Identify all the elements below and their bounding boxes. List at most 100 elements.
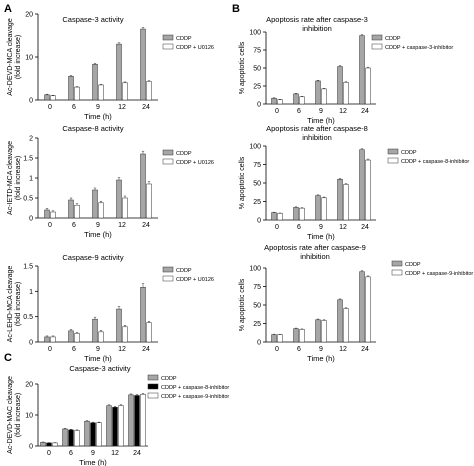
x-tick-label: 24: [142, 104, 150, 111]
x-tick-label: 6: [72, 346, 76, 353]
bar: [365, 67, 371, 105]
y-tick-label: 1: [29, 176, 33, 183]
x-tick-label: 0: [48, 222, 52, 229]
bar: [299, 329, 305, 343]
y-tick-label: 0: [29, 340, 33, 347]
bar: [134, 395, 140, 447]
bar: [68, 429, 74, 447]
x-tick-label: 0: [275, 108, 279, 115]
chart-b2: Apoptosis rate after caspase-8inhibition…: [239, 124, 469, 241]
legend-swatch: [371, 43, 383, 50]
panel-letter-c: C: [4, 352, 12, 364]
bar: [293, 328, 299, 343]
bar: [315, 319, 321, 343]
bar: [299, 96, 305, 105]
y-tick-label: 25: [253, 84, 261, 91]
bar: [44, 94, 50, 101]
bar: [293, 207, 299, 221]
legend-swatch: [147, 392, 159, 399]
bar: [140, 393, 146, 447]
x-tick-label: 24: [361, 224, 369, 231]
chart-title: inhibition: [302, 133, 332, 142]
bar: [365, 159, 371, 221]
x-tick-label: 12: [339, 346, 347, 353]
chart-title: Caspase-9 activity: [62, 253, 124, 262]
chart-a3: Caspase-9 activity 0 0.5 1 1.5 Ac-LEHD-MCA cl…: [7, 253, 214, 363]
chart-title: Apoptosis rate after caspase-3: [266, 15, 368, 24]
y-tick-label: 0: [29, 444, 33, 451]
chart-a1: Caspase-3 activity 0 10 20 Ac-DEVD-MCA cleav…: [7, 12, 214, 122]
bar: [277, 99, 283, 105]
legend-swatch: [147, 374, 159, 381]
chart-b3: Apoptosis rate after caspase-9inhibition…: [239, 243, 473, 363]
bar: [118, 405, 124, 447]
x-tick-label: 9: [319, 346, 323, 353]
x-tick-label: 9: [319, 224, 323, 231]
y-tick-label: 1.5: [23, 156, 33, 163]
y-tick-label: 50: [253, 303, 261, 310]
y-tick-label: 20: [25, 12, 33, 19]
bar: [343, 184, 349, 221]
legend-label: CDDP: [401, 150, 417, 156]
y-tick-label: 0.5: [23, 314, 33, 321]
bar: [321, 88, 327, 105]
x-tick-label: 0: [47, 450, 51, 457]
bar: [74, 430, 80, 447]
x-tick-label: 9: [96, 222, 100, 229]
bar: [50, 336, 56, 343]
bar: [359, 271, 365, 343]
legend-swatch: [162, 275, 174, 282]
bar: [112, 407, 118, 447]
legend-label: CDDP: [176, 268, 192, 274]
y-tick-label: 0: [257, 218, 261, 225]
bar: [146, 322, 152, 343]
legend-label: CDDP + U0126: [176, 277, 214, 283]
x-axis-label: Time (h): [307, 232, 335, 241]
y-tick-label: 25: [253, 199, 261, 206]
x-tick-label: 12: [118, 104, 126, 111]
legend-swatch: [391, 269, 403, 276]
legend-label: CDDP + caspase-8-inhibitor: [161, 385, 229, 391]
bar: [92, 64, 98, 101]
legend-swatch: [387, 157, 399, 164]
bar: [98, 202, 104, 219]
bar: [277, 334, 283, 343]
bar: [90, 422, 96, 447]
legend-label: CDDP + caspase-3-inhibitor: [385, 45, 453, 51]
bar: [68, 76, 74, 101]
y-tick-label: 75: [253, 284, 261, 291]
legend-label: CDDP: [405, 262, 421, 268]
y-tick-label: 1: [29, 289, 33, 296]
bar: [271, 97, 277, 105]
legend-swatch: [162, 266, 174, 273]
y-axis-label: Ac-DEVD-MCA cleavage: [7, 18, 14, 96]
bar: [321, 197, 327, 221]
legend-label: CDDP: [176, 36, 192, 42]
legend-label: CDDP + U0126: [176, 160, 214, 166]
bar: [122, 82, 128, 101]
bar: [146, 81, 152, 101]
y-tick-label: 100: [249, 30, 261, 37]
bar: [84, 420, 90, 447]
bar: [68, 199, 74, 219]
bar: [116, 43, 122, 101]
bar: [68, 330, 74, 343]
bar: [122, 326, 128, 343]
bar: [315, 195, 321, 221]
chart-title: inhibition: [302, 24, 332, 33]
chart-title: Caspase-8 activity: [62, 124, 124, 133]
y-tick-label: 100: [249, 144, 261, 151]
bar: [140, 153, 146, 219]
bar: [343, 82, 349, 105]
bar: [277, 213, 283, 221]
y-tick-label: 20: [25, 382, 33, 389]
y-tick-label: 50: [253, 181, 261, 188]
y-axis-label: (fold increase): [15, 393, 22, 437]
bar: [140, 287, 146, 343]
legend-swatch: [371, 34, 383, 41]
y-tick-label: 10: [25, 55, 33, 62]
bar: [359, 149, 365, 221]
x-tick-label: 24: [142, 346, 150, 353]
x-tick-label: 9: [319, 108, 323, 115]
bar: [98, 331, 104, 343]
